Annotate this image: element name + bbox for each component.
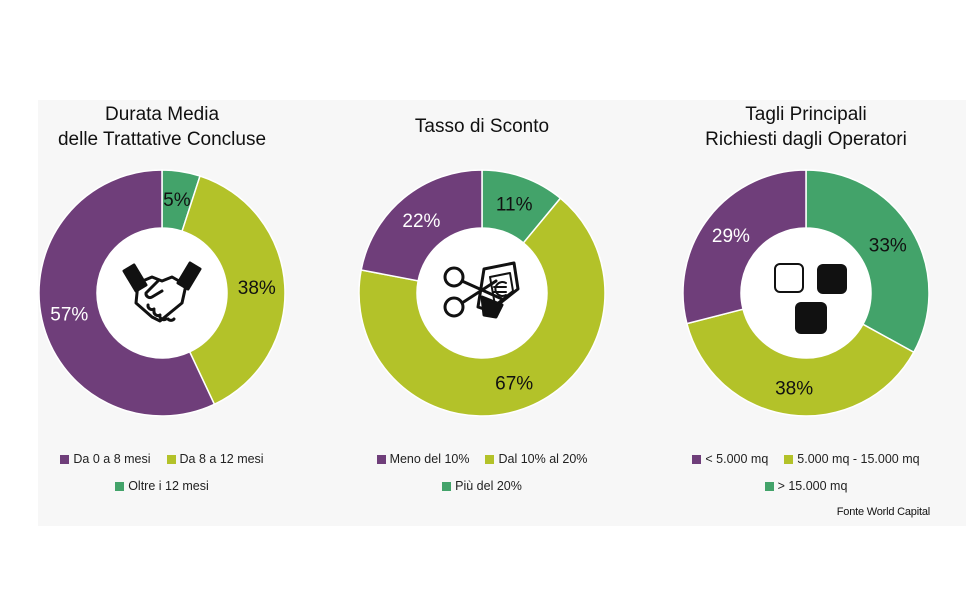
legend-label: > 15.000 mq — [777, 479, 848, 493]
donut-chart-durata: Durata Media delle Trattative Concluse 5… — [12, 100, 312, 526]
legend-entry: < 5.000 mq — [692, 452, 768, 466]
donut-slice — [358, 197, 606, 417]
legend-row: Più del 20% — [332, 479, 632, 493]
donut-svg: 11% 67% 22% — [358, 169, 606, 417]
donut-hole — [741, 228, 871, 358]
donut-chart-sconto: Tasso di Sconto 11% 67% 22% Meno del 10% Da… — [332, 100, 632, 526]
donut-chart-tagli: Tagli Principali Richiesti dagli Operato… — [656, 100, 956, 526]
slice-label: 57% — [50, 305, 88, 326]
legend-swatch — [764, 481, 774, 491]
legend-entry: Più del 20% — [442, 479, 522, 493]
slice-label: 29% — [712, 226, 750, 247]
legend-swatch — [485, 454, 495, 464]
donut-slice — [682, 169, 807, 325]
slice-label: 33% — [869, 236, 907, 257]
slice-label: 38% — [238, 278, 276, 299]
legend-swatch — [376, 454, 386, 464]
legend-swatch — [692, 454, 702, 464]
legend-swatch — [442, 481, 452, 491]
legend-label: Dal 10% al 20% — [498, 452, 588, 466]
slice-label: 5% — [163, 190, 191, 211]
donut-slice — [38, 169, 216, 417]
legend-row: < 5.000 mq 5.000 mq - 15.000 mq — [656, 452, 956, 466]
legend-entry: Da 0 a 8 mesi — [60, 452, 151, 466]
legend-row: Meno del 10% Dal 10% al 20% — [332, 452, 632, 466]
legend-swatch — [60, 454, 70, 464]
legend-label: Oltre i 12 mesi — [128, 479, 209, 493]
legend-swatch — [115, 481, 125, 491]
chart-title: Tasso di Sconto — [414, 116, 550, 137]
handshake-icon — [122, 261, 202, 323]
legend-entry: Da 8 a 12 mesi — [166, 452, 264, 466]
scissors-cutting-banknote-icon — [443, 261, 520, 319]
legend-swatch — [784, 454, 794, 464]
legend-entry: 5.000 mq - 15.000 mq — [784, 452, 920, 466]
legend-label: 5.000 mq - 15.000 mq — [797, 452, 920, 466]
chart-title: Tagli Principali Richiesti dagli Operato… — [705, 104, 907, 150]
legend-row: > 15.000 mq — [656, 479, 956, 493]
size-squares-icon — [774, 263, 847, 334]
legend-label: Meno del 10% — [389, 452, 470, 466]
slice-label: 67% — [495, 373, 533, 394]
legend-entry: Dal 10% al 20% — [485, 452, 587, 466]
legend-entry: Oltre i 12 mesi — [115, 479, 209, 493]
donut-svg: 33% 38% 29% — [682, 169, 930, 417]
legend-label: Da 8 a 12 mesi — [179, 452, 264, 466]
legend-entry: Meno del 10% — [376, 452, 470, 466]
donut-slice — [685, 308, 915, 417]
legend-row: Da 0 a 8 mesi Da 8 a 12 mesi — [12, 452, 312, 466]
donut-slice — [360, 169, 483, 282]
donut-hole — [97, 228, 227, 358]
slice-label: 11% — [496, 195, 533, 216]
slice-label: 22% — [402, 211, 440, 232]
legend-row: Oltre i 12 mesi — [12, 479, 312, 493]
chart-title: Durata Media delle Trattative Concluse — [57, 104, 267, 150]
donut-slice — [181, 175, 286, 406]
source-note: Fonte World Capital — [836, 506, 930, 518]
donut-svg: 5% 38% 57% — [38, 169, 286, 417]
legend-swatch — [166, 454, 176, 464]
donut-slice — [805, 169, 930, 354]
legend-label: < 5.000 mq — [705, 452, 769, 466]
legend-entry: > 15.000 mq — [764, 479, 848, 493]
legend-label: Da 0 a 8 mesi — [73, 452, 151, 466]
legend-label: Più del 20% — [455, 479, 522, 493]
slice-label: 38% — [775, 378, 813, 399]
